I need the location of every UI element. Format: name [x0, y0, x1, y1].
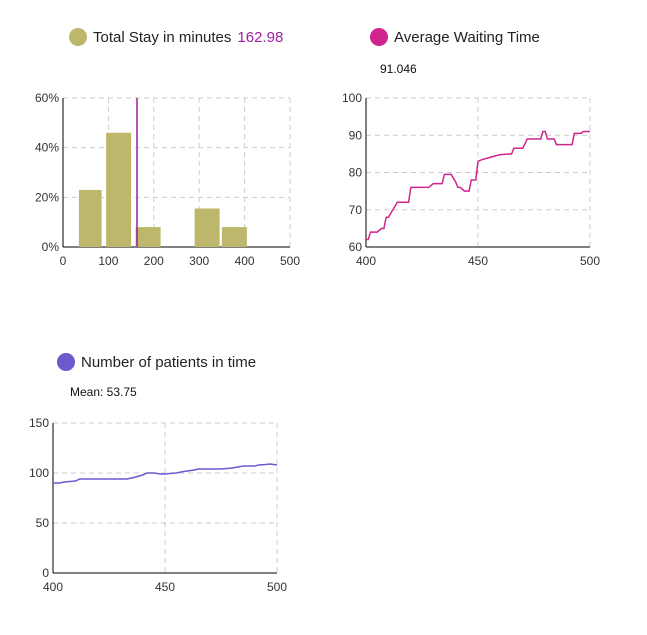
wait-ytick-label: 90	[349, 128, 363, 142]
hist-xtick-label: 200	[144, 254, 164, 268]
hist-ytick-label: 20%	[35, 190, 59, 204]
mean-value-label: 162.98	[237, 28, 284, 46]
wait-xtick-label: 500	[580, 254, 600, 268]
patients-mean-subtitle: Mean: 53.75	[70, 385, 137, 399]
patients-xtick-label: 400	[43, 580, 63, 594]
hist-xtick-label: 100	[98, 254, 118, 268]
wait-xtick-label: 400	[356, 254, 376, 268]
series-color-dot	[370, 28, 388, 46]
wait-xtick-label: 450	[468, 254, 488, 268]
histogram-bar	[78, 189, 102, 247]
hist-xtick-label: 500	[280, 254, 300, 268]
wait-ytick-label: 100	[342, 91, 362, 105]
patients-ytick-label: 100	[29, 466, 49, 480]
histogram-bar	[221, 227, 247, 247]
hist-xtick-label: 400	[235, 254, 255, 268]
legend-average-waiting-time[interactable]: Average Waiting Time	[370, 28, 540, 46]
patients-ytick-label: 50	[36, 516, 50, 530]
legend-number-of-patients[interactable]: Number of patients in time	[57, 353, 256, 371]
legend-total-stay[interactable]: Total Stay in minutes 162.98	[69, 28, 283, 46]
hist-xtick-label: 0	[60, 254, 67, 268]
series-color-dot	[57, 353, 75, 371]
patients-ytick-label: 0	[42, 566, 49, 580]
series-color-dot	[69, 28, 87, 46]
patients-series-line	[53, 463, 278, 484]
waiting-time-series-line	[366, 130, 590, 241]
hist-xtick-label: 300	[189, 254, 209, 268]
hist-ytick-label: 60%	[35, 91, 59, 105]
legend-label: Total Stay in minutes	[93, 28, 232, 46]
legend-label: Number of patients in time	[81, 353, 257, 371]
wait-ytick-label: 70	[349, 203, 363, 217]
wait-ytick-label: 60	[349, 240, 363, 254]
legend-label: Average Waiting Time	[394, 28, 540, 46]
patients-xtick-label: 450	[155, 580, 175, 594]
hist-ytick-label: 0%	[42, 240, 60, 254]
average-waiting-subtitle: 91.046	[380, 62, 417, 76]
patients-xtick-label: 500	[267, 580, 287, 594]
wait-ytick-label: 80	[349, 166, 363, 180]
hist-ytick-label: 40%	[35, 141, 59, 155]
histogram-bar	[135, 227, 161, 247]
histogram-bar	[194, 208, 220, 247]
patients-ytick-label: 150	[29, 416, 49, 430]
histogram-bar	[106, 132, 132, 247]
